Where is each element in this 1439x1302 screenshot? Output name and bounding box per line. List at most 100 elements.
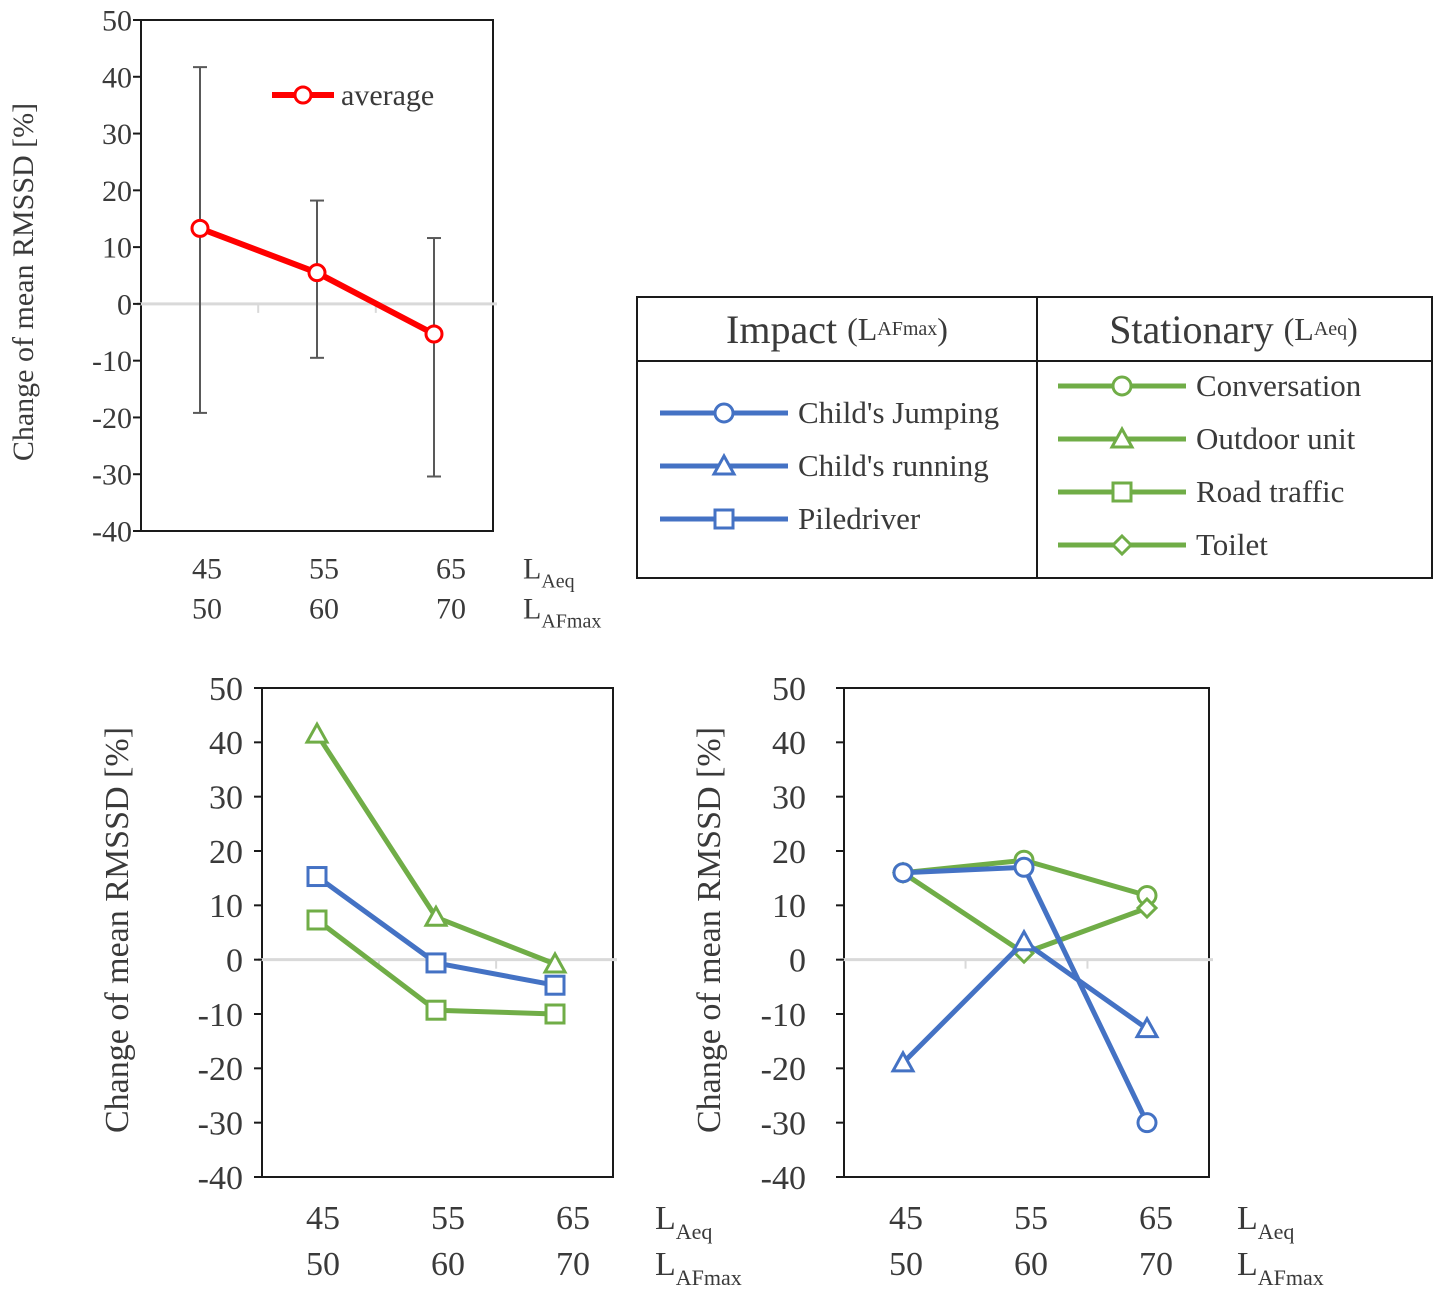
data-point [304,721,330,744]
y-tick-label: -10 [198,997,243,1034]
legend-marker [713,402,735,424]
legend-marker [1111,481,1133,503]
y-tick-label: 30 [772,780,806,817]
legend-item-label: Piledriver [798,501,921,536]
x-row-label-lafmax-main: L [655,1246,676,1283]
legend-item-conversation: Conversation [1056,366,1361,406]
triangle-marker-icon [1058,425,1186,449]
legend-item-road-traffic: Road traffic [1056,472,1344,512]
legend-marker [293,85,313,105]
chart-panel-3: 50 40 30 20 10 0 -10 -20 -30 -40 Change of mean RM… [691,671,1324,1290]
y-tick-label: 30 [209,780,243,817]
data-point [1135,896,1159,920]
legend-marker [711,452,737,476]
x-row-label-lafmax: LAFmax [1237,1246,1324,1290]
x-row-label-laeq-sub: Aeq [1258,1219,1295,1244]
y-tick-label: 20 [209,834,243,871]
x-tick-label-lafmax: 70 [1139,1246,1173,1283]
legend-item-label: Child's Jumping [798,395,1000,430]
data-point [1136,1112,1158,1134]
stationary-header-title: Stationary [1109,306,1274,352]
series-outdoor-unit [304,721,568,974]
data-point [425,999,447,1021]
x-tick-label-laeq: 65 [436,553,466,586]
legend-item-piledriver: Piledriver [658,499,920,539]
y-tick-label: 50 [209,671,243,708]
y-axis-label: Change of mean RMSSD [%] [99,727,136,1133]
legend-item-label: Outdoor unit [1196,421,1356,456]
x-tick-label-lafmax: 50 [889,1246,923,1283]
data-point [306,909,328,931]
impact-header-sub: AFmax [877,317,938,340]
data-point [190,218,210,238]
y-axis-label: Change of mean RMSSD [%] [691,727,728,1133]
data-point [423,904,449,927]
y-tick-label: 10 [209,888,243,925]
legend-item-label: Toilet [1196,527,1268,562]
legend-table: Impact (L AFmax) Child's Jumping Child's r… [636,296,1433,579]
data-point [306,866,328,888]
y-tick-label: 0 [789,943,806,980]
y-tick-label: 50 [772,671,806,708]
legend-stationary-header: Stationary (L Aeq) [1036,298,1431,362]
data-point [307,263,327,283]
data-point [425,952,447,974]
series-line [902,864,1150,1124]
legend-label: average [341,79,434,112]
y-tick-label: 50 [102,5,132,38]
impact-header-close: ) [937,310,948,347]
stationary-header-close: ) [1347,310,1358,347]
y-tick-label: -20 [198,1051,243,1088]
data-point [1013,856,1035,878]
y-tick-label: 30 [102,118,132,151]
x-row-label-laeq-sub: Aeq [676,1219,713,1244]
triangle-marker-icon [660,452,788,476]
y-tick-label: 40 [209,725,243,762]
x-row-label-laeq-main: L [1237,1200,1258,1237]
square-marker-icon [1058,481,1186,503]
series-piledriver [306,866,566,996]
y-tick-label: -20 [761,1051,806,1088]
legend-marker [713,508,735,530]
legend-item-toilet: Toilet [1056,525,1268,565]
x-tick-label-lafmax: 50 [306,1246,340,1283]
legend-item-child-s-jumping: Child's Jumping [658,393,999,433]
x-tick-label-lafmax: 60 [431,1246,465,1283]
x-tick-label-laeq: 65 [1139,1200,1173,1237]
y-tick-label: -30 [92,459,132,492]
data-point [424,324,444,344]
x-tick-label-lafmax: 70 [436,593,466,626]
series-average [190,66,444,478]
x-row-label-lafmax: LAFmax [655,1246,742,1290]
series-child-s-running [890,928,1160,1073]
data-point [1134,1015,1160,1039]
legend-impact-header: Impact (L AFmax) [638,298,1036,362]
legend-item-outdoor-unit: Outdoor unit [1056,419,1355,459]
circle-marker-icon [660,402,788,424]
legend-stationary-column: Stationary (L Aeq) Conversation Outdoor un… [1036,298,1431,577]
y-tick-label: 10 [102,232,132,265]
y-tick-label: -40 [198,1160,243,1197]
diamond-marker-icon [1058,533,1186,557]
chart-panel-2: 50 40 30 20 10 0 -10 -20 -30 -40 Change of mean RM… [99,671,742,1290]
series-line [314,732,556,967]
series-road-traffic [306,909,566,1025]
plot-frame [261,687,614,1178]
x-tick-label-laeq: 65 [556,1200,590,1237]
x-tick-label-laeq: 45 [192,553,222,586]
data-point [544,974,566,996]
y-tick-label: -20 [92,402,132,435]
stationary-header-sub: Aeq [1313,317,1348,340]
circle-marker-icon [1058,375,1186,397]
y-tick-label: -30 [198,1106,243,1143]
y-tick-label: 0 [117,288,132,321]
impact-header-title: Impact [726,306,838,352]
data-point [542,950,568,974]
x-row-label-lafmax-main: L [1237,1246,1258,1283]
legend-item-label: Conversation [1196,368,1362,403]
x-row-label-lafmax-main: L [523,593,541,626]
data-point [892,862,914,884]
x-tick-label-lafmax: 50 [192,593,222,626]
x-row-label-laeq-sub: Aeq [541,571,574,593]
